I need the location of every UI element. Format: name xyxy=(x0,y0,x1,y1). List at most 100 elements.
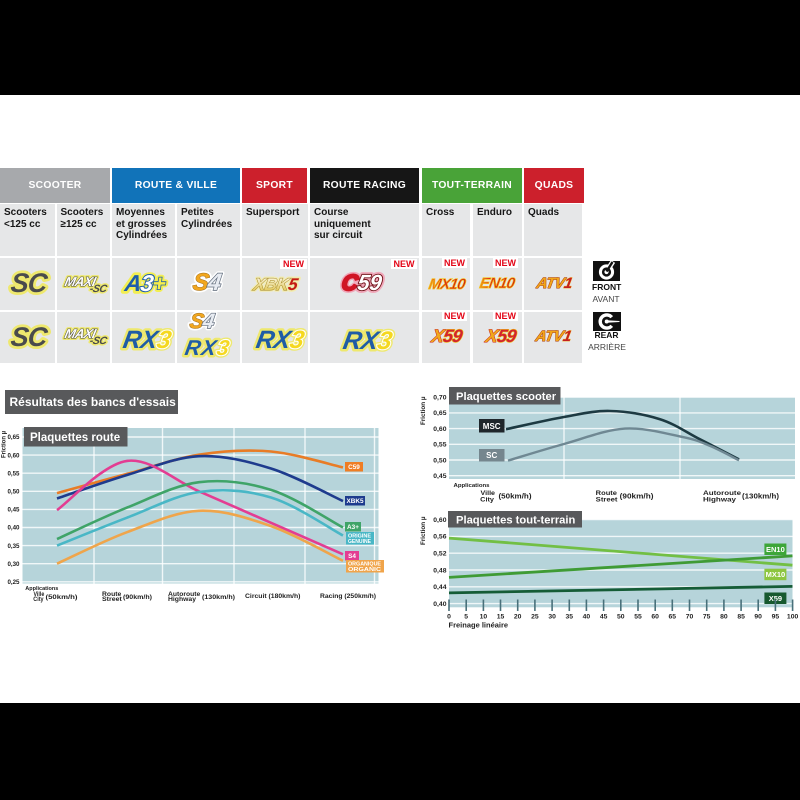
svg-text:Street: Street xyxy=(102,597,122,603)
svg-text:MAXI: MAXI xyxy=(63,326,97,341)
svg-text:X59: X59 xyxy=(429,326,464,346)
svg-text:0,40: 0,40 xyxy=(433,601,446,608)
svg-text:Autoroute: Autoroute xyxy=(168,592,201,598)
svg-text:15: 15 xyxy=(497,614,505,621)
svg-text:City: City xyxy=(33,597,44,603)
svg-text:Plaquettes route: Plaquettes route xyxy=(30,432,120,444)
svg-text:A3+: A3+ xyxy=(122,270,167,296)
svg-text:65: 65 xyxy=(669,614,677,621)
svg-text:0,25: 0,25 xyxy=(7,579,20,586)
svg-text:Freinage linéaire: Freinage linéaire xyxy=(449,621,509,630)
svg-text:20: 20 xyxy=(514,614,522,621)
svg-text:0,65: 0,65 xyxy=(7,434,20,441)
svg-text:Plaquettes tout-terrain: Plaquettes tout-terrain xyxy=(456,515,576,527)
svg-text:C59: C59 xyxy=(348,464,360,471)
svg-text:Street: Street xyxy=(596,497,619,504)
svg-text:Friction µ: Friction µ xyxy=(2,430,8,458)
svg-text:30: 30 xyxy=(548,614,556,621)
svg-text:S4: S4 xyxy=(348,553,356,560)
svg-text:X59: X59 xyxy=(769,594,782,603)
svg-text:S4: S4 xyxy=(188,310,216,333)
svg-text:0,50: 0,50 xyxy=(433,457,446,464)
svg-text:80: 80 xyxy=(720,614,728,621)
svg-text:70: 70 xyxy=(686,614,694,621)
svg-text:GENUINE: GENUINE xyxy=(348,539,371,545)
svg-text:ATV1: ATV1 xyxy=(534,275,573,292)
svg-text:Route: Route xyxy=(102,592,122,598)
svg-text:85: 85 xyxy=(737,614,745,621)
svg-text:(90km/h): (90km/h) xyxy=(620,494,654,501)
svg-text:C59: C59 xyxy=(340,270,384,295)
svg-text:RX3: RX3 xyxy=(254,326,307,354)
svg-text:(130km/h): (130km/h) xyxy=(742,494,779,501)
svg-text:RX3: RX3 xyxy=(183,335,232,360)
svg-text:35: 35 xyxy=(566,614,574,621)
svg-text:0,50: 0,50 xyxy=(7,489,20,496)
svg-text:0,65: 0,65 xyxy=(433,410,446,417)
svg-text:MSC: MSC xyxy=(483,422,501,431)
svg-text:Highway: Highway xyxy=(168,597,197,603)
svg-text:ORGANIC: ORGANIC xyxy=(348,567,381,573)
svg-text:XBK5: XBK5 xyxy=(251,274,300,294)
svg-text:-SC: -SC xyxy=(89,335,109,347)
svg-text:45: 45 xyxy=(600,614,608,621)
svg-text:-SC: -SC xyxy=(89,283,109,295)
svg-text:0: 0 xyxy=(447,614,451,621)
svg-text:(50km/h): (50km/h) xyxy=(499,494,532,501)
svg-text:ATV1: ATV1 xyxy=(533,328,572,345)
svg-text:50: 50 xyxy=(617,614,625,621)
svg-text:Plaquettes scooter: Plaquettes scooter xyxy=(456,391,557,403)
svg-text:90: 90 xyxy=(754,614,762,621)
svg-text:0,45: 0,45 xyxy=(433,473,446,480)
svg-text:Ville: Ville xyxy=(34,592,45,598)
svg-text:0,55: 0,55 xyxy=(433,442,446,449)
svg-text:10: 10 xyxy=(480,614,488,621)
svg-text:0,55: 0,55 xyxy=(7,470,20,477)
svg-text:EN10: EN10 xyxy=(766,545,785,554)
svg-text:Route: Route xyxy=(596,490,618,497)
svg-text:A3+: A3+ xyxy=(347,524,359,531)
svg-text:SC: SC xyxy=(486,451,497,460)
svg-text:C59: C59 xyxy=(340,270,384,295)
svg-text:(130km/h): (130km/h) xyxy=(202,594,235,601)
svg-text:S4: S4 xyxy=(191,269,223,296)
svg-text:MX10: MX10 xyxy=(427,276,467,293)
svg-text:RX3: RX3 xyxy=(341,327,394,355)
svg-text:0,44: 0,44 xyxy=(433,584,446,591)
svg-text:MAXI: MAXI xyxy=(63,274,97,289)
svg-text:60: 60 xyxy=(651,614,659,621)
svg-text:Circuit (180km/h): Circuit (180km/h) xyxy=(245,593,300,600)
svg-text:A3+: A3+ xyxy=(122,270,167,296)
svg-text:0,70: 0,70 xyxy=(433,395,446,402)
svg-text:55: 55 xyxy=(634,614,642,621)
svg-text:0,56: 0,56 xyxy=(433,534,446,541)
svg-text:0,48: 0,48 xyxy=(433,567,446,574)
svg-text:(50km/h): (50km/h) xyxy=(46,594,78,601)
svg-text:75: 75 xyxy=(703,614,711,621)
svg-text:MAXI: MAXI xyxy=(63,274,97,289)
svg-text:0,35: 0,35 xyxy=(7,543,20,550)
svg-text:40: 40 xyxy=(583,614,591,621)
svg-text:SC: SC xyxy=(9,321,49,352)
svg-text:Autoroute: Autoroute xyxy=(703,490,741,497)
svg-text:95: 95 xyxy=(772,614,780,621)
svg-text:MX10: MX10 xyxy=(766,570,786,579)
svg-text:MAXI: MAXI xyxy=(63,326,97,341)
svg-text:RX3: RX3 xyxy=(183,335,232,360)
svg-text:0,60: 0,60 xyxy=(7,452,20,459)
svg-text:25: 25 xyxy=(531,614,539,621)
svg-text:100: 100 xyxy=(787,614,799,621)
svg-text:SC: SC xyxy=(9,267,49,298)
svg-text:Friction µ: Friction µ xyxy=(420,516,427,545)
svg-text:0,40: 0,40 xyxy=(7,525,20,532)
svg-text:(90km/h): (90km/h) xyxy=(123,594,152,601)
svg-text:ORIGINE: ORIGINE xyxy=(348,533,371,539)
svg-text:XBK5: XBK5 xyxy=(251,274,300,294)
svg-text:Highway: Highway xyxy=(703,497,736,504)
svg-text:Applications: Applications xyxy=(454,483,490,489)
svg-text:Ville: Ville xyxy=(481,490,496,497)
svg-text:City: City xyxy=(480,497,494,504)
svg-text:0,60: 0,60 xyxy=(433,426,446,433)
svg-text:0,30: 0,30 xyxy=(7,561,20,568)
svg-text:0,45: 0,45 xyxy=(7,507,20,514)
